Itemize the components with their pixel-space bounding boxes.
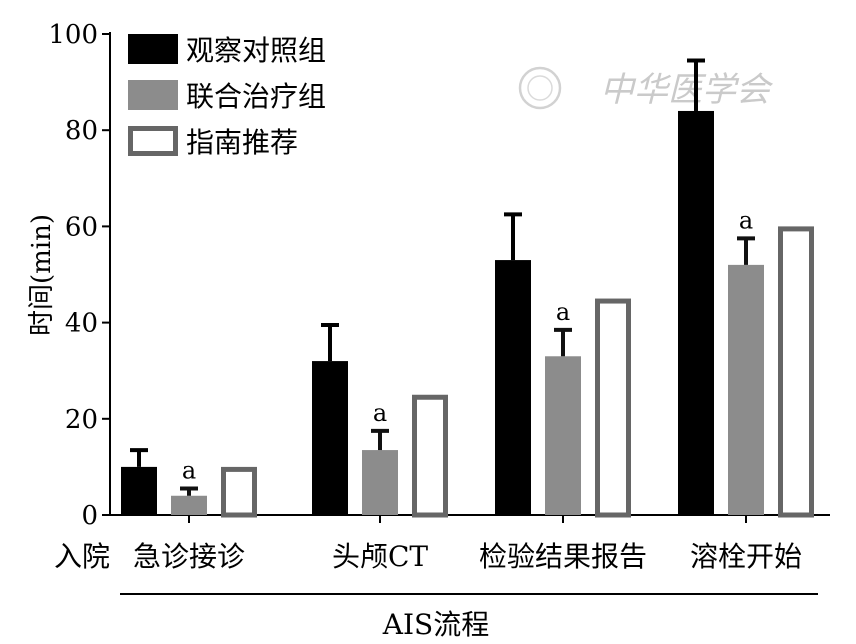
- bar: [728, 264, 764, 515]
- watermark-text: 中华医学会: [600, 70, 774, 110]
- legend-label: 指南推荐: [186, 126, 298, 159]
- watermark: 中华医学会: [518, 66, 774, 110]
- y-tick-label: 60: [65, 212, 98, 242]
- bar: [221, 466, 257, 518]
- bar: [778, 226, 814, 518]
- bar: [678, 110, 714, 516]
- axes: 0 20 40 60 80 100 急诊接诊 头颅CT 检验结果报告 溶栓开始: [48, 20, 830, 573]
- bar: [362, 450, 398, 515]
- legend-swatch: [128, 80, 178, 110]
- bars: a a a a: [121, 58, 814, 518]
- legend-label: 观察对照组: [186, 34, 326, 67]
- y-tick-label: 40: [65, 309, 98, 339]
- x-tick-label: 头颅CT: [332, 540, 428, 573]
- bar: [412, 394, 448, 518]
- y-tick-label: 80: [65, 116, 98, 146]
- bar: [312, 361, 348, 515]
- bar: [171, 495, 207, 515]
- significance-label: a: [182, 457, 196, 485]
- x-tick-label: 急诊接诊: [133, 540, 245, 573]
- society-seal-icon: [518, 66, 562, 110]
- x-tick-label: 检验结果报告: [479, 540, 647, 573]
- y-tick-label: 0: [81, 501, 98, 531]
- bar: [495, 260, 531, 515]
- legend-swatch: [128, 126, 178, 156]
- bar: [595, 298, 631, 518]
- significance-label: a: [373, 399, 387, 427]
- y-tick-label: 20: [65, 405, 98, 435]
- legend-label: 联合治疗组: [186, 80, 326, 113]
- legend-swatch: [128, 34, 178, 64]
- y-axis-label: 时间(min): [27, 214, 57, 336]
- society-seal-inner-ring: [527, 75, 553, 101]
- significance-label: a: [739, 206, 753, 234]
- bar: [121, 466, 157, 515]
- x-tick-label: 溶栓开始: [690, 540, 802, 573]
- x-start-label: 入院: [54, 540, 110, 573]
- y-tick-label: 100: [48, 20, 98, 50]
- significance-label: a: [556, 298, 570, 326]
- x-axis-label: AIS流程: [382, 608, 489, 641]
- bar: [545, 356, 581, 515]
